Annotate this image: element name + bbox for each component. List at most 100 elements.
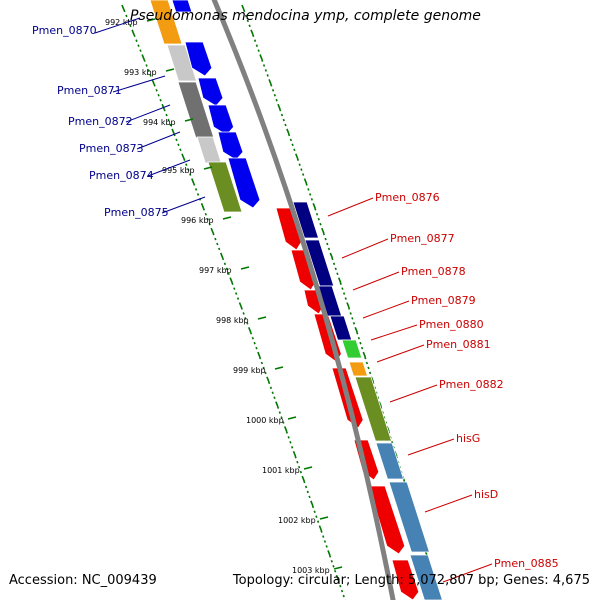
kbp-label: 993 kbp — [124, 68, 157, 77]
label-leader — [112, 75, 166, 93]
gene-arrow — [217, 131, 244, 161]
outer-tick — [334, 267, 337, 271]
outer-tick — [346, 302, 350, 308]
outer-tick — [248, 24, 251, 28]
outer-tick — [364, 356, 367, 360]
outer-tick — [279, 108, 282, 112]
inner-tick — [304, 485, 308, 489]
gene-block — [348, 361, 369, 377]
kbp-label: 996 kbp — [181, 216, 214, 225]
kbp-label: 999 kbp — [233, 366, 266, 375]
inner-tick — [200, 203, 205, 209]
outer-tick — [284, 123, 287, 127]
inner-tick — [210, 227, 214, 234]
outer-tick — [303, 178, 308, 184]
inner-tick — [330, 560, 333, 563]
inner-tick — [269, 386, 273, 390]
outer-tick — [250, 29, 254, 36]
inner-tick — [236, 297, 240, 300]
outer-tick — [359, 341, 362, 345]
kbp-label: 992 kbp — [105, 18, 138, 27]
outer-tick — [291, 143, 294, 147]
inner-tick — [187, 168, 190, 171]
outer-tick — [312, 203, 316, 209]
inner-tick — [332, 564, 335, 568]
gene-block — [354, 376, 393, 442]
inner-tick — [327, 550, 331, 556]
kbp-label: 997 kbp — [199, 266, 232, 275]
inner-tick — [318, 525, 323, 531]
inner-tick — [129, 24, 132, 28]
inner-tick — [335, 574, 340, 581]
outer-tick — [367, 366, 370, 370]
gene-label-left: Pmen_0872 — [68, 115, 133, 128]
outer-tick — [241, 4, 245, 11]
outer-tick — [347, 307, 351, 310]
gene-label-right: hisG — [456, 432, 480, 445]
outer-tick — [319, 222, 322, 226]
outer-tick — [344, 297, 347, 300]
inner-tick — [334, 569, 337, 573]
label-leader — [341, 238, 389, 259]
kbp-tick — [165, 68, 175, 72]
outer-tick — [257, 49, 260, 52]
outer-tick — [293, 148, 296, 152]
inner-tick — [125, 14, 128, 18]
outer-tick — [266, 74, 269, 77]
inner-tick — [299, 470, 303, 474]
kbp-scale: 992 kbp 993 kbp 994 kbp 995 kbp 996 kbp 997 k… — [105, 18, 343, 575]
outer-tick — [264, 69, 267, 72]
gene-arrow — [275, 207, 302, 251]
label-leader — [94, 17, 141, 34]
outer-tick — [253, 39, 257, 43]
kbp-tick — [287, 416, 297, 420]
outer-tick — [310, 198, 314, 201]
inner-tick — [308, 495, 311, 499]
outer-tick — [327, 247, 331, 251]
genome-backbone — [211, 0, 396, 600]
inner-tick — [297, 465, 301, 469]
inner-tick — [320, 530, 323, 533]
inner-tick — [257, 351, 261, 358]
gene-label-right: Pmen_0882 — [439, 378, 504, 391]
inner-tick — [266, 376, 270, 383]
outer-tick — [314, 207, 317, 211]
outer-tick — [300, 168, 303, 171]
outer-tick — [360, 346, 364, 350]
inner-tick — [161, 103, 165, 110]
kbp-tick — [222, 216, 232, 220]
inner-tick — [339, 584, 342, 588]
inner-tick — [153, 84, 156, 87]
outer-tick — [289, 138, 292, 142]
inner-tick — [157, 93, 160, 97]
gene-block — [341, 339, 363, 359]
kbp-label: 1000 kbp — [246, 416, 284, 425]
inner-tick — [264, 371, 267, 375]
inner-tick — [301, 475, 305, 482]
inner-tick — [282, 421, 285, 424]
inner-tick — [131, 29, 135, 36]
inner-tick — [247, 326, 252, 333]
inner-tick — [163, 108, 166, 112]
inner-tick — [273, 396, 276, 400]
inner-tick — [194, 188, 198, 191]
inner-tick — [275, 401, 279, 407]
gene-label-left: Pmen_0873 — [79, 142, 144, 155]
inner-tick — [169, 123, 172, 127]
inner-tick — [231, 282, 234, 285]
outer-tick — [321, 227, 325, 234]
inner-tick — [306, 490, 309, 494]
inner-tick — [155, 88, 158, 92]
kbp-label: 998 kbp — [216, 316, 249, 325]
label-leader — [442, 563, 493, 583]
gene-arrow — [207, 104, 235, 136]
inner-tick — [219, 252, 224, 259]
inner-tick — [253, 341, 256, 345]
outer-tick — [339, 282, 342, 285]
inner-tick — [177, 143, 180, 147]
gene-label-right: Pmen_0885 — [494, 557, 559, 570]
outer-tick — [342, 292, 346, 295]
kbp-label: 1001 kbp — [262, 466, 300, 475]
inner-tick — [204, 212, 207, 216]
gene-arrow — [368, 485, 406, 555]
